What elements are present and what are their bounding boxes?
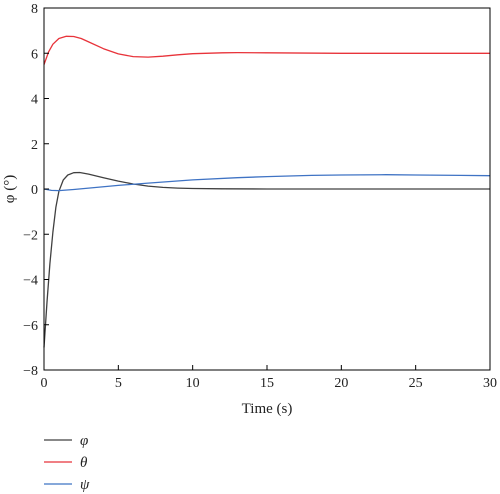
y-tick-label: 0 xyxy=(31,183,38,198)
x-tick-label: 20 xyxy=(334,376,348,391)
series-lines xyxy=(43,35,491,348)
x-tick-label: 30 xyxy=(483,376,497,391)
legend-label: ψ xyxy=(80,477,90,493)
y-axis-label: φ (°) xyxy=(2,175,18,203)
y-tick-label: −8 xyxy=(23,364,38,379)
y-tick-label: 8 xyxy=(31,2,38,17)
legend-label: φ xyxy=(80,433,88,449)
y-tick-label: 4 xyxy=(31,93,38,108)
x-tick-label: 15 xyxy=(260,376,274,391)
x-axis-label: Time (s) xyxy=(242,401,293,417)
x-tick-label: 5 xyxy=(115,376,122,391)
x-tick-label: 25 xyxy=(409,376,423,391)
y-tick-label: 2 xyxy=(31,138,38,153)
y-tick-label: −4 xyxy=(23,274,38,289)
x-tick-label: 0 xyxy=(41,376,48,391)
y-tick-label: −6 xyxy=(23,319,38,334)
x-tick-label: 10 xyxy=(186,376,200,391)
legend: φθψ xyxy=(44,433,90,493)
legend-label: θ xyxy=(80,455,88,471)
series-line-2 xyxy=(43,35,490,65)
y-tick-label: −2 xyxy=(23,228,38,243)
series-line-1 xyxy=(43,171,490,348)
y-tick-label: 6 xyxy=(31,47,38,62)
tick-labels: 0 5 10 15 20 25 30 −8 −6 −4 −2 0 2 4 6 8 xyxy=(23,2,497,391)
series-line-3 xyxy=(43,174,491,192)
axes xyxy=(43,7,491,371)
